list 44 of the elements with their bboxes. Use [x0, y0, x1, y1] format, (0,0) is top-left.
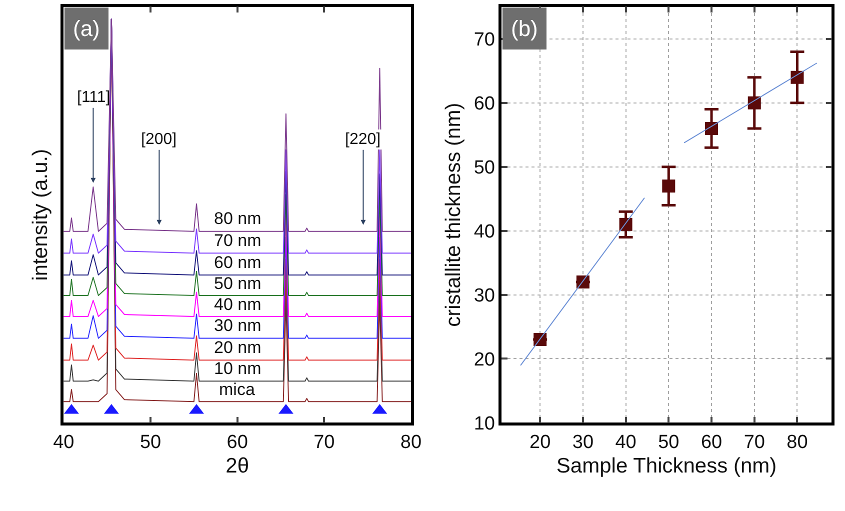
series-label: 30 nm: [214, 316, 262, 335]
series-label: 80 nm: [214, 209, 262, 228]
annotation: [220]: [345, 131, 381, 148]
x-tick-label: 70: [744, 432, 765, 454]
x-tick-label: 80: [400, 432, 422, 454]
x-tick-label: 60: [226, 432, 248, 454]
x-axis-title: Sample Thickness (nm): [556, 454, 777, 478]
annotation: (a): [73, 16, 100, 41]
series-label: 40 nm: [214, 295, 262, 314]
x-axis-title: 2θ: [226, 454, 250, 478]
x-tick-label: 50: [658, 432, 680, 454]
point: [576, 275, 590, 288]
x-tick-label: 50: [140, 432, 162, 454]
y-tick-label: 50: [474, 158, 495, 179]
y-tick-label: 20: [474, 349, 495, 370]
series-label: 70 nm: [214, 231, 262, 250]
series-label: mica: [219, 380, 256, 399]
y-axis-title: intensity (a.u.): [29, 148, 52, 281]
series-label: 10 nm: [214, 359, 262, 378]
x-tick-label: 40: [615, 432, 636, 454]
point: [705, 122, 718, 135]
y-tick-label: 70: [474, 30, 495, 51]
series-label: 20 nm: [214, 338, 262, 357]
point: [790, 70, 804, 84]
annotation: (b): [511, 16, 538, 41]
x-tick-label: 30: [572, 432, 594, 454]
annotation: [111]: [77, 89, 110, 106]
x-tick-label: 40: [53, 432, 74, 454]
y-tick-label: 40: [474, 221, 495, 242]
point: [534, 333, 547, 346]
x-tick-label: 20: [530, 432, 551, 454]
x-tick-label: 80: [786, 432, 808, 454]
series-label: 60 nm: [214, 253, 262, 272]
point: [662, 180, 676, 193]
y-axis-title: cristallite thickness (nm): [442, 102, 465, 327]
x-tick-label: 70: [314, 432, 335, 454]
y-tick-label: 10: [474, 413, 495, 434]
y-tick-label: 60: [474, 94, 495, 115]
x-tick-label: 60: [700, 432, 722, 454]
annotation: [200]: [141, 131, 177, 148]
point: [748, 96, 761, 110]
series-label: 50 nm: [214, 274, 262, 293]
point: [619, 218, 632, 231]
y-tick-label: 30: [474, 285, 495, 306]
